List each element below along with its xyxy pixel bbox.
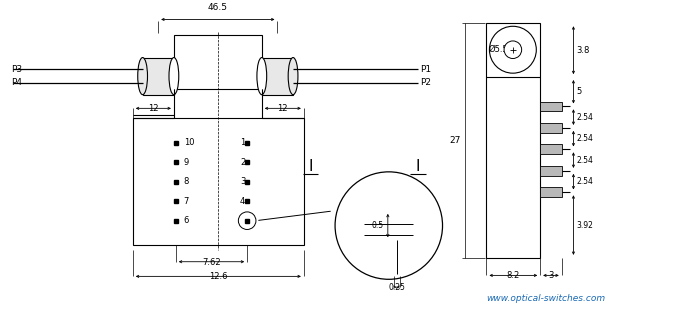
Text: 2.54: 2.54 — [577, 156, 594, 165]
Text: P2: P2 — [420, 78, 431, 87]
Circle shape — [504, 41, 522, 59]
Bar — [262, 58, 293, 95]
Text: 3: 3 — [240, 177, 245, 186]
Text: 5: 5 — [577, 87, 581, 96]
Text: 27: 27 — [450, 136, 461, 145]
Text: 3.8: 3.8 — [577, 46, 589, 55]
Text: 12.6: 12.6 — [209, 272, 228, 281]
Bar — [133, 118, 304, 245]
Bar — [174, 35, 262, 89]
Circle shape — [239, 212, 256, 229]
Text: 9: 9 — [184, 157, 189, 166]
Text: 8.2: 8.2 — [507, 271, 520, 280]
Bar — [143, 58, 174, 95]
Text: 8: 8 — [184, 177, 189, 186]
Bar — [540, 101, 562, 111]
Ellipse shape — [257, 58, 267, 95]
Text: 10: 10 — [184, 138, 194, 147]
Bar — [540, 188, 562, 197]
Bar — [487, 23, 540, 258]
Bar — [391, 211, 402, 240]
Text: 2.54: 2.54 — [577, 177, 594, 186]
Text: 4: 4 — [240, 197, 245, 206]
Bar — [540, 144, 562, 154]
Text: 12: 12 — [278, 104, 288, 113]
Text: 7: 7 — [184, 197, 189, 206]
Text: 46.5: 46.5 — [208, 2, 228, 12]
Text: 3.92: 3.92 — [577, 221, 594, 230]
Text: 2.54: 2.54 — [577, 134, 594, 143]
Text: I: I — [308, 159, 313, 175]
Bar — [540, 166, 562, 176]
Text: 2.54: 2.54 — [577, 113, 594, 122]
Circle shape — [489, 26, 536, 73]
Text: www.optical-switches.com: www.optical-switches.com — [487, 294, 606, 303]
Ellipse shape — [138, 58, 147, 95]
Text: 12: 12 — [148, 104, 159, 113]
Text: 1: 1 — [240, 138, 245, 147]
Text: 3: 3 — [548, 271, 554, 280]
Text: P1: P1 — [420, 65, 431, 74]
Ellipse shape — [169, 58, 178, 95]
Bar — [540, 123, 562, 133]
Circle shape — [335, 172, 443, 279]
Ellipse shape — [288, 58, 298, 95]
Text: I: I — [416, 159, 420, 175]
Text: 0.25: 0.25 — [388, 283, 405, 292]
Text: 2: 2 — [240, 157, 245, 166]
Text: 5: 5 — [240, 216, 245, 225]
Text: Ø5.5: Ø5.5 — [489, 45, 508, 54]
Text: 0.5: 0.5 — [372, 221, 384, 230]
Text: P3: P3 — [11, 65, 22, 74]
Text: P4: P4 — [11, 78, 22, 87]
Text: 6: 6 — [184, 216, 189, 225]
Text: 7.62: 7.62 — [202, 258, 221, 267]
